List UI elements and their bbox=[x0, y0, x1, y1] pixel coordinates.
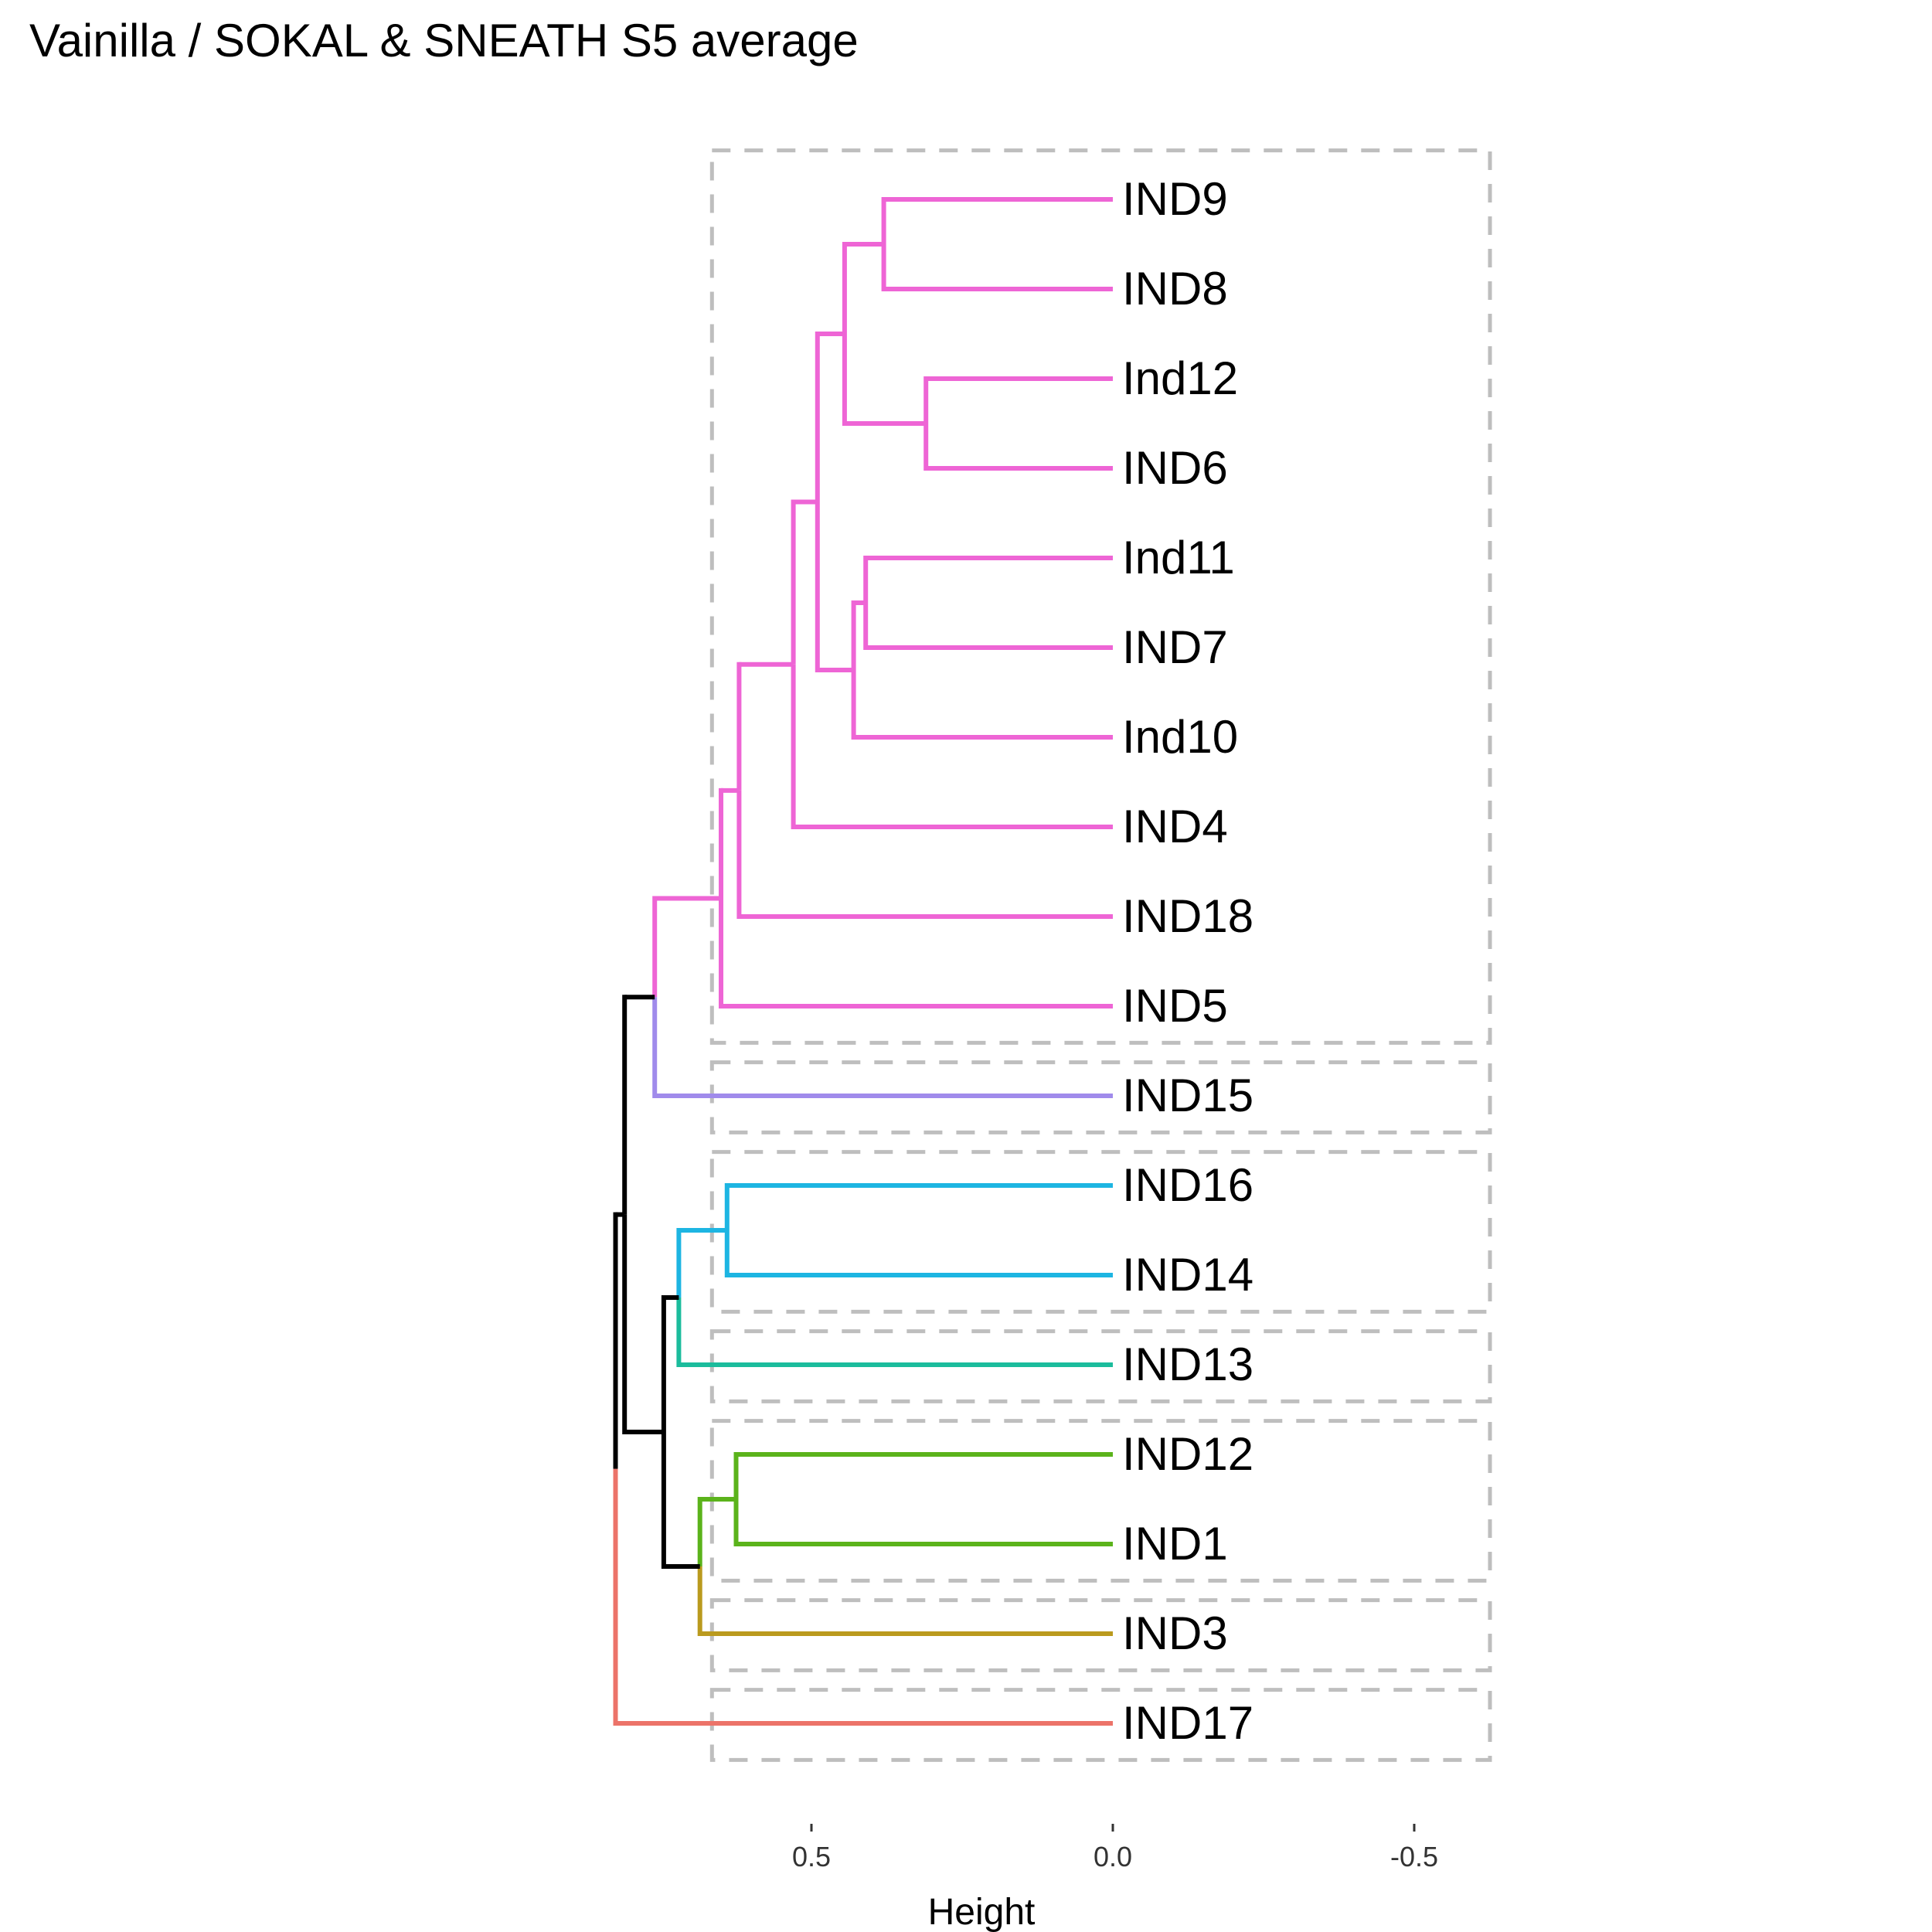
leaf-label: IND15 bbox=[1122, 1070, 1253, 1121]
leaf-label: IND18 bbox=[1122, 890, 1253, 942]
leaf-label: IND13 bbox=[1122, 1338, 1253, 1390]
leaf-label: IND17 bbox=[1122, 1697, 1253, 1749]
x-axis-title: Height bbox=[928, 1892, 1036, 1932]
leaf-label: IND7 bbox=[1122, 621, 1228, 673]
leaf-label: IND9 bbox=[1122, 173, 1228, 225]
leaf-label: IND12 bbox=[1122, 1428, 1253, 1480]
leaf-label: IND16 bbox=[1122, 1159, 1253, 1211]
leaf-label: IND1 bbox=[1122, 1518, 1228, 1570]
leaf-label: IND3 bbox=[1122, 1607, 1228, 1659]
leaf-label: IND5 bbox=[1122, 980, 1228, 1032]
leaf-label: Ind11 bbox=[1122, 532, 1235, 583]
leaf-label: IND8 bbox=[1122, 263, 1228, 315]
leaf-label: Ind10 bbox=[1122, 711, 1238, 763]
cluster-box bbox=[709, 148, 1492, 1045]
cluster-boxes bbox=[709, 148, 1492, 1762]
leaf-label: IND14 bbox=[1122, 1249, 1253, 1301]
tick-label: 0.0 bbox=[1094, 1841, 1132, 1872]
tick-label: 0.5 bbox=[792, 1841, 831, 1872]
cluster-box bbox=[709, 1150, 1492, 1314]
x-axis: 0.5 0.0 -0.5 Height bbox=[792, 1824, 1438, 1932]
leaf-label: IND6 bbox=[1122, 442, 1228, 494]
dendrogram-branches bbox=[613, 197, 1113, 1726]
tick-label: -0.5 bbox=[1390, 1841, 1438, 1872]
chart-title: Vainilla / SOKAL & SNEATH S5 average bbox=[29, 15, 859, 66]
leaf-label: Ind12 bbox=[1122, 352, 1238, 404]
leaf-label: IND4 bbox=[1122, 801, 1228, 852]
leaf-labels: IND9 IND8 Ind12 IND6 Ind11 IND7 Ind10 IND4 IND18… bbox=[1122, 173, 1253, 1749]
cluster-box bbox=[709, 1419, 1492, 1583]
